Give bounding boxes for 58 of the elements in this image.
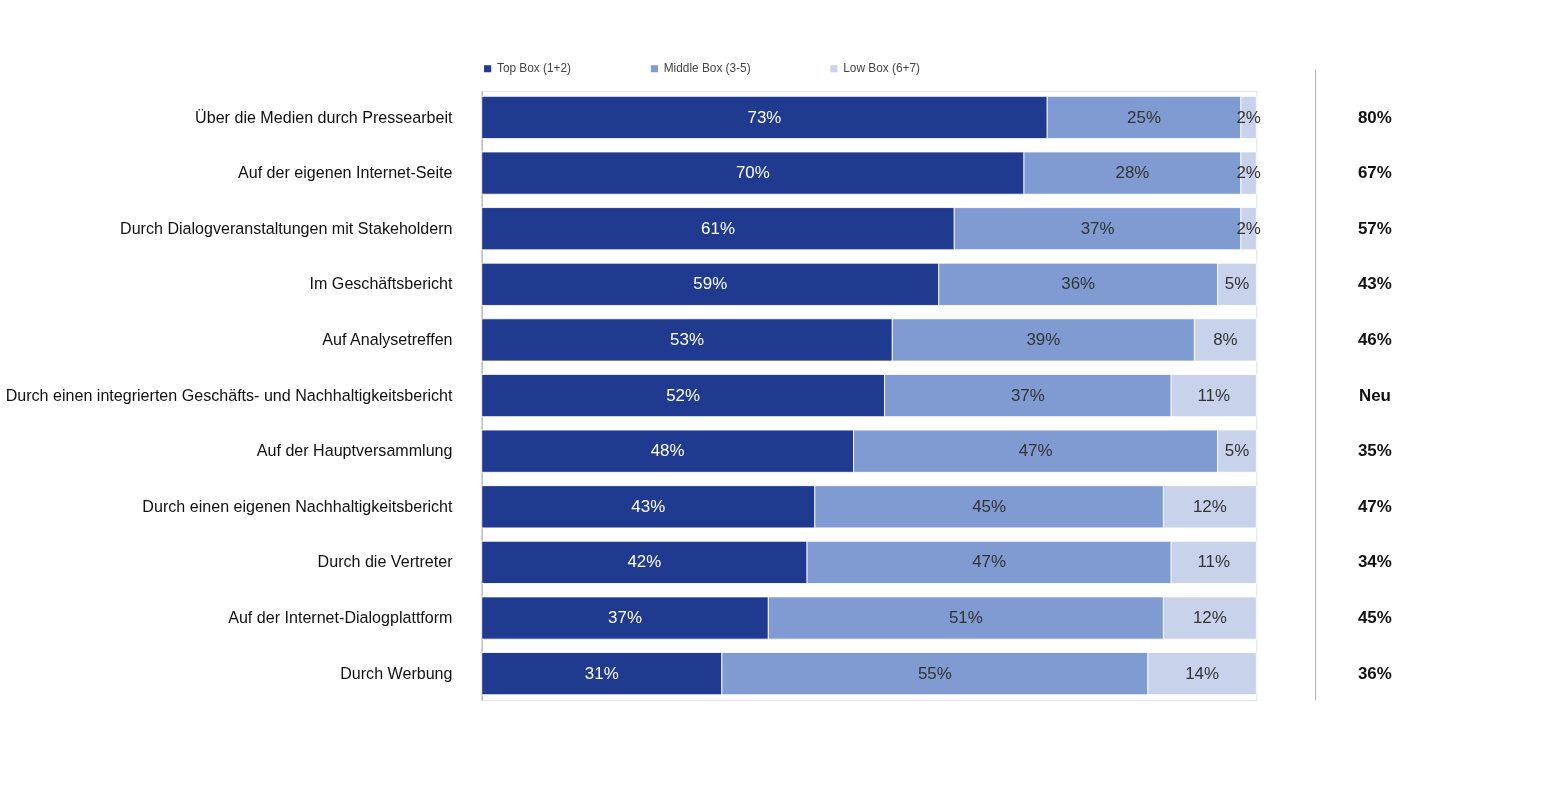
data-label: 51%: [948, 608, 983, 628]
text: 36%: [1357, 663, 1392, 683]
y-tick-label: Durch die Vertreter: [317, 552, 454, 571]
text: 67%: [1357, 163, 1392, 183]
y-tick-label: Durch einen eigenen Nachhaltigkeitsbericht: [142, 496, 454, 515]
text: 43%: [1357, 274, 1392, 294]
data-label: 43%: [631, 496, 666, 516]
data-label: 47%: [1018, 441, 1053, 461]
data-label: 37%: [1080, 218, 1115, 238]
y-tick-label: Auf der eigenen Internet-Seite: [237, 163, 453, 182]
data-label: 2%: [1236, 218, 1261, 238]
data-label: 73%: [747, 107, 782, 127]
data-label: 37%: [608, 608, 642, 628]
legend-label: Middle Box (3-5): [663, 61, 751, 76]
text: 45%: [1357, 608, 1392, 628]
data-label: 53%: [670, 330, 704, 350]
data-label: 5%: [1224, 274, 1250, 294]
text: 46%: [1357, 330, 1392, 350]
data-label: 12%: [1192, 496, 1227, 516]
data-label: 45%: [972, 496, 1007, 516]
data-label: 25%: [1127, 107, 1161, 127]
data-label: 28%: [1115, 163, 1150, 183]
data-label: 8%: [1213, 330, 1238, 350]
data-label: 55%: [917, 663, 952, 683]
text: 80%: [1357, 107, 1392, 127]
legend-label: Top Box (1+2): [496, 61, 572, 76]
y-tick-label: Auf der Internet-Dialogplattform: [228, 608, 453, 627]
text: 47%: [1357, 496, 1392, 516]
data-label: 48%: [650, 441, 685, 461]
text: 57%: [1357, 218, 1392, 238]
y-tick-label: Auf der Hauptversammlung: [256, 441, 453, 460]
text: Neu: [1358, 385, 1391, 405]
y-tick-label: Auf Analysetreffen: [322, 330, 453, 349]
y-tick-label: Durch einen integrierten Geschäfts- und Nachhaltigkeitsbericht: [5, 385, 454, 404]
y-tick-label: Im Geschäftsbericht: [309, 274, 454, 293]
data-label: 11%: [1197, 385, 1231, 405]
data-label: 2%: [1236, 107, 1261, 127]
data-label: 5%: [1224, 441, 1250, 461]
y-tick-label: Durch Dialogveranstaltungen mit Stakeholdern: [120, 218, 453, 237]
data-label: 37%: [1010, 385, 1045, 405]
data-label: 47%: [972, 552, 1007, 572]
data-label: 31%: [584, 663, 619, 683]
y-tick-label: Über die Medien durch Pressearbeit: [195, 107, 454, 126]
data-label: 14%: [1185, 663, 1220, 683]
text: 35%: [1357, 441, 1392, 461]
text: 34%: [1357, 552, 1392, 572]
data-label: 59%: [693, 274, 728, 294]
data-label: 39%: [1026, 330, 1061, 350]
legend-label: Low Box (6+7): [843, 61, 920, 76]
data-label: 70%: [735, 163, 770, 183]
y-tick-label: Durch Werbung: [340, 663, 453, 682]
data-label: 61%: [701, 218, 735, 238]
data-label: 12%: [1192, 608, 1227, 628]
data-label: 42%: [627, 552, 662, 572]
data-label: 52%: [666, 385, 701, 405]
data-label: 2%: [1236, 163, 1261, 183]
data-label: 36%: [1061, 274, 1096, 294]
data-label: 11%: [1197, 552, 1231, 572]
